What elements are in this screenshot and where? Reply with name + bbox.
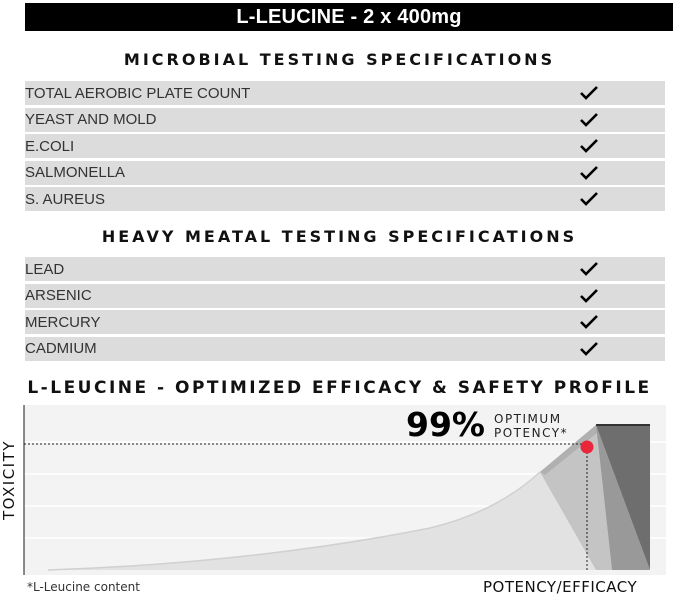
profile-heading: L-LEUCINE - OPTIMIZED EFFICACY & SAFETY …: [27, 378, 652, 398]
check-icon: [577, 191, 601, 207]
footnote: *L-Leucine content: [27, 580, 140, 594]
potency-marker: [580, 440, 594, 454]
check-icon: [577, 112, 601, 128]
spec-label: YEAST AND MOLD: [25, 111, 157, 128]
safety-profile-graphic: [23, 405, 666, 575]
y-axis-label: TOXICITY: [0, 440, 18, 520]
x-axis-label: POTENCY/EFFICACY: [483, 578, 638, 596]
table-row: YEAST AND MOLD: [25, 107, 665, 132]
spec-label: S. AUREUS: [25, 190, 106, 208]
table-row: E.COLI: [25, 134, 665, 158]
table-row: MERCURY: [25, 310, 665, 334]
potency-caption: OPTIMUM POTENCY*: [494, 412, 568, 440]
potency-caption-line1: OPTIMUM: [494, 412, 562, 426]
potency-percentage: 99%: [406, 405, 485, 444]
spec-label: CADMIUM: [25, 340, 97, 357]
potency-caption-line2: POTENCY*: [494, 426, 569, 440]
efficacy-curve-fill: [48, 472, 596, 570]
check-icon: [577, 341, 601, 357]
spec-label: LEAD: [25, 260, 65, 278]
table-row: CADMIUM: [25, 336, 665, 361]
metals-table: LEAD ARSENIC MERCURY CADMIUM: [25, 257, 665, 363]
check-icon: [577, 138, 601, 154]
table-row: ARSENIC: [25, 283, 665, 308]
table-row: LEAD: [25, 257, 665, 281]
spec-label: ARSENIC: [25, 287, 92, 304]
spec-label: SALMONELLA: [25, 164, 126, 181]
efficacy-curve-edge: [47, 471, 541, 571]
check-icon: [577, 314, 601, 330]
table-row: TOTAL AEROBIC PLATE COUNT: [25, 81, 665, 105]
check-icon: [577, 165, 601, 181]
table-row: S. AUREUS: [25, 187, 665, 211]
check-icon: [577, 288, 601, 304]
spec-label: MERCURY: [25, 313, 101, 331]
peak-facet-dark: [596, 425, 650, 570]
table-row: SALMONELLA: [25, 160, 665, 185]
spec-label: TOTAL AEROBIC PLATE COUNT: [25, 84, 251, 102]
rise-facet-edge: [540, 425, 598, 475]
check-icon: [577, 85, 601, 101]
microbial-table: TOTAL AEROBIC PLATE COUNT YEAST AND MOLD…: [25, 81, 665, 214]
spec-label: E.COLI: [25, 137, 75, 155]
product-title-bar: L-LEUCINE - 2 x 400mg: [25, 3, 673, 31]
product-title: L-LEUCINE - 2 x 400mg: [236, 5, 462, 28]
check-icon: [577, 261, 601, 277]
metals-heading: HEAVY MEATAL TESTING SPECIFICATIONS: [101, 227, 578, 246]
microbial-heading: MICROBIAL TESTING SPECIFICATIONS: [123, 50, 556, 69]
